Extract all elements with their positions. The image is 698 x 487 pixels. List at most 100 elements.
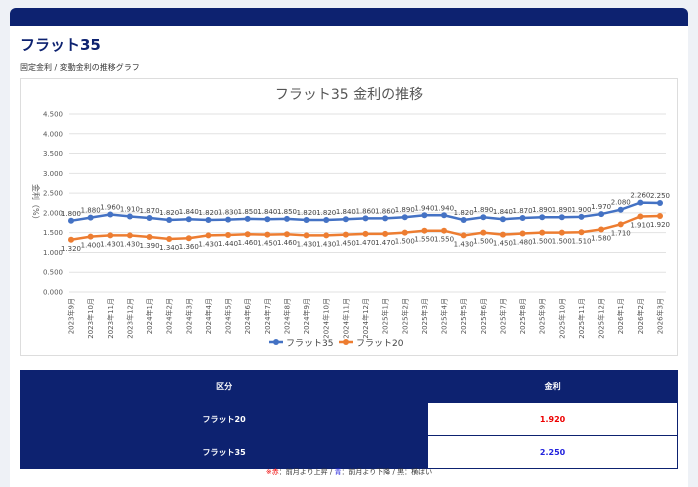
y-tick-label: 4.000 (43, 130, 63, 138)
point (225, 216, 232, 223)
data-label: 1.450 (493, 240, 513, 248)
note-text: 黒 (397, 468, 405, 476)
note-text: ：前月より上昇 / (278, 468, 335, 476)
chart-title: フラット35 金利の推移 (275, 87, 423, 103)
chart-box: フラット35 金利の推移 0.000 0.500 1.000 1.500 2.000 2.5… (20, 78, 678, 356)
point (107, 211, 114, 218)
point (441, 212, 448, 219)
y-tick-label: 3.500 (43, 150, 63, 158)
data-label: 1.860 (375, 207, 395, 215)
data-label: 1.840 (336, 208, 356, 216)
x-tick-label: 2025年8月 (518, 298, 527, 334)
x-tick-label: 2024年1月 (145, 298, 154, 334)
point (657, 200, 663, 206)
page-title: フラット35 (20, 36, 101, 54)
x-tick-label: 2024年3月 (184, 298, 193, 334)
data-label: 1.940 (414, 204, 434, 212)
x-tick-label: 2023年9月 (67, 298, 76, 334)
point (637, 199, 644, 206)
table-cell: フラット35 (19, 435, 429, 469)
point (519, 215, 526, 222)
x-tick-label: 2025年12月 (597, 298, 606, 339)
point (558, 214, 565, 221)
data-label: 1.900 (571, 206, 591, 214)
x-tick-label: 2025年11月 (577, 298, 586, 339)
legend-label: フラット35 (286, 338, 333, 349)
data-label: 1.340 (159, 244, 179, 252)
x-tick-label: 2025年7月 (498, 298, 507, 334)
point (637, 213, 644, 220)
point (657, 213, 663, 220)
data-label: 1.800 (61, 210, 81, 218)
data-label: 1.550 (434, 236, 454, 244)
data-label: 1.460 (277, 239, 297, 247)
point (323, 217, 330, 224)
point (87, 214, 94, 221)
x-tick-label: 2024年8月 (282, 298, 291, 334)
point (342, 216, 349, 223)
point (598, 226, 605, 233)
point (539, 214, 546, 221)
point (499, 216, 506, 223)
legend-swatch (273, 339, 279, 345)
x-tick-label: 2026年2月 (636, 298, 645, 334)
data-label: 1.910 (120, 205, 140, 213)
data-label: 1.470 (355, 239, 375, 247)
data-label: 2.250 (650, 192, 670, 200)
x-tick-label: 2024年10月 (322, 298, 331, 339)
x-tick-label: 2025年5月 (459, 298, 468, 334)
point (68, 217, 74, 224)
point (68, 236, 74, 243)
x-tick-label: 2024年6月 (243, 298, 252, 334)
x-tick-label: 2024年9月 (302, 298, 311, 334)
data-label: 1.840 (493, 208, 513, 216)
point (382, 215, 389, 222)
data-label: 1.880 (81, 207, 101, 215)
data-label: 1.510 (571, 237, 591, 245)
point (617, 206, 624, 213)
point (87, 233, 94, 240)
y-tick-label: 4.500 (43, 111, 63, 119)
note-text: ※赤 (265, 468, 279, 476)
x-tick-label: 2025年6月 (479, 298, 488, 334)
card: フラット35 固定金利 / 変動金利の推移グラフ フラット35 金利の推移 0.0… (10, 26, 688, 487)
y-tick-label: 1.000 (43, 249, 63, 257)
point (578, 213, 585, 220)
point (499, 231, 506, 238)
data-label: 1.500 (473, 238, 493, 246)
data-label: 1.450 (336, 240, 356, 248)
x-tick-label: 2025年1月 (381, 298, 390, 334)
y-tick-label: 2.500 (43, 190, 63, 198)
point (244, 231, 251, 238)
data-label: 1.390 (140, 242, 160, 250)
data-label: 1.890 (552, 206, 572, 214)
rate-table: 区分 金利 フラット20 1.920 フラット35 2.250 (19, 370, 678, 469)
data-label: 1.500 (552, 238, 572, 246)
point (401, 214, 408, 221)
point (323, 232, 330, 239)
data-label: 1.870 (513, 207, 533, 215)
data-label: 1.500 (532, 238, 552, 246)
data-label: 2.080 (611, 199, 631, 207)
x-tick-label: 2023年12月 (125, 298, 134, 339)
data-label: 1.840 (179, 208, 199, 216)
data-label: 1.860 (355, 207, 375, 215)
top-bar (10, 8, 688, 26)
point (558, 229, 565, 236)
point (460, 232, 467, 239)
data-label: 1.360 (179, 243, 199, 251)
y-axis-label: 金利（%） (31, 184, 41, 224)
point (146, 215, 153, 222)
point (225, 232, 232, 239)
note-text: ：横ばい (404, 468, 433, 476)
data-label: 1.430 (316, 240, 336, 248)
note: ※赤：前月より上昇 / 青：前月より下降 / 黒：横ばい (10, 467, 688, 477)
data-label: 1.430 (100, 240, 120, 248)
data-label: 1.460 (238, 239, 258, 247)
data-label: 1.890 (395, 206, 415, 214)
data-label: 1.430 (120, 240, 140, 248)
x-tick-label: 2024年11月 (341, 298, 350, 339)
chart: フラット35 金利の推移 0.000 0.500 1.000 1.500 2.000 2.5… (31, 87, 670, 349)
point (283, 231, 290, 238)
point (421, 227, 428, 234)
